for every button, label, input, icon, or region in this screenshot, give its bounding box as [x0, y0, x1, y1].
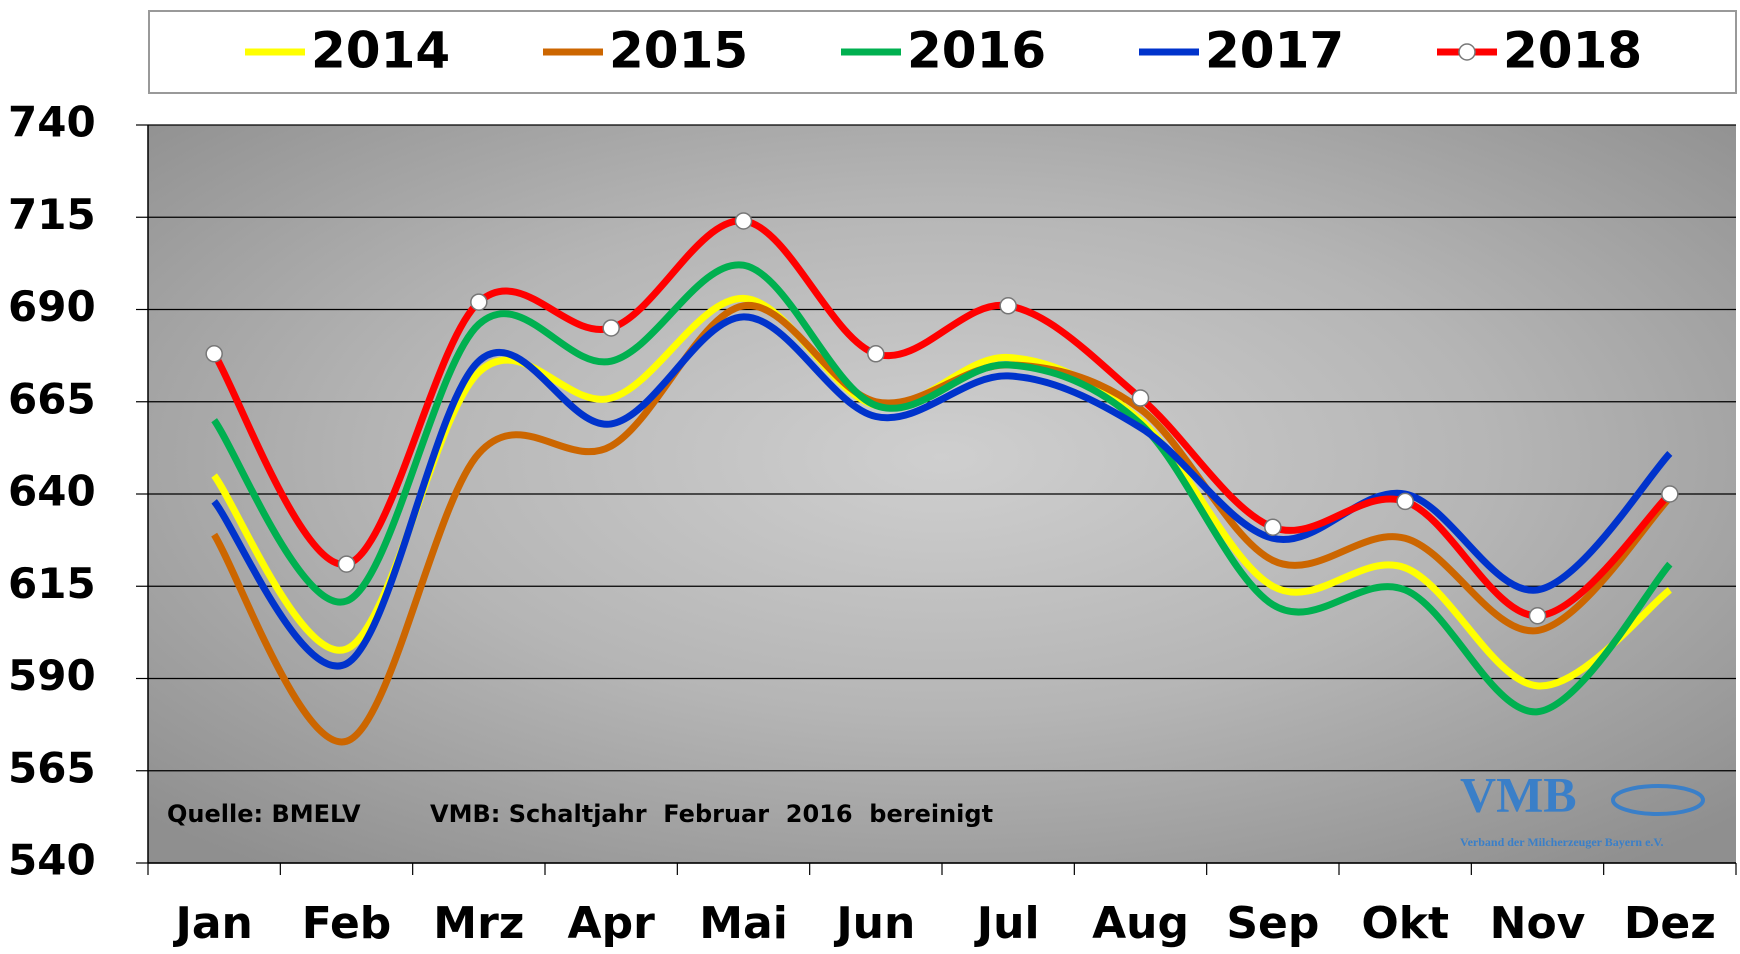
legend-marker: [1459, 44, 1475, 60]
x-tick-label: Mrz: [433, 898, 524, 949]
legend-label: 2017: [1205, 22, 1344, 80]
point-marker: [1000, 298, 1016, 314]
point-marker: [206, 346, 222, 362]
y-tick-label: 740: [8, 98, 96, 147]
point-marker: [1530, 608, 1546, 624]
x-tick-label: Feb: [302, 898, 392, 949]
x-tick-label: Jul: [974, 898, 1040, 949]
y-tick-label: 590: [8, 651, 96, 700]
x-tick-label: Aug: [1092, 898, 1189, 949]
legend-label: 2018: [1503, 22, 1642, 80]
page: Quelle: BMELV VMB: Schaltjahr Februar 20…: [0, 0, 1740, 950]
point-marker: [1265, 519, 1281, 535]
point-marker: [1662, 486, 1678, 502]
chart: Quelle: BMELV VMB: Schaltjahr Februar 20…: [0, 0, 1740, 950]
x-tick-label: Nov: [1490, 898, 1586, 949]
y-tick-label: 615: [8, 559, 96, 608]
point-marker: [1133, 390, 1149, 406]
annotation: Quelle: BMELV: [167, 800, 361, 828]
point-marker: [339, 556, 355, 572]
x-tick-label: Mai: [699, 898, 788, 949]
y-tick-label: 715: [8, 190, 96, 239]
y-tick-label: 690: [8, 282, 96, 331]
x-tick-label: Jan: [172, 898, 252, 949]
y-tick-label: 665: [8, 374, 96, 423]
y-tick-label: 540: [8, 836, 96, 885]
y-tick-label: 565: [8, 743, 96, 792]
point-marker: [471, 294, 487, 310]
legend-label: 2015: [609, 22, 748, 80]
annotation: VMB: Schaltjahr Februar 2016 bereinigt: [430, 800, 993, 828]
logo-title: VMB: [1460, 766, 1577, 822]
legend-label: 2016: [907, 22, 1046, 80]
x-tick-label: Dez: [1624, 898, 1716, 949]
x-tick-label: Jun: [833, 898, 915, 949]
x-tick-label: Sep: [1226, 898, 1319, 949]
logo-subtitle: Verband der Milcherzeuger Bayern e.V.: [1460, 835, 1664, 849]
point-marker: [603, 320, 619, 336]
x-tick-label: Apr: [568, 898, 656, 949]
legend-label: 2014: [311, 22, 450, 80]
x-tick-label: Okt: [1361, 898, 1449, 949]
point-marker: [736, 213, 752, 229]
point-marker: [868, 346, 884, 362]
y-tick-label: 640: [8, 467, 96, 516]
point-marker: [1397, 493, 1413, 509]
